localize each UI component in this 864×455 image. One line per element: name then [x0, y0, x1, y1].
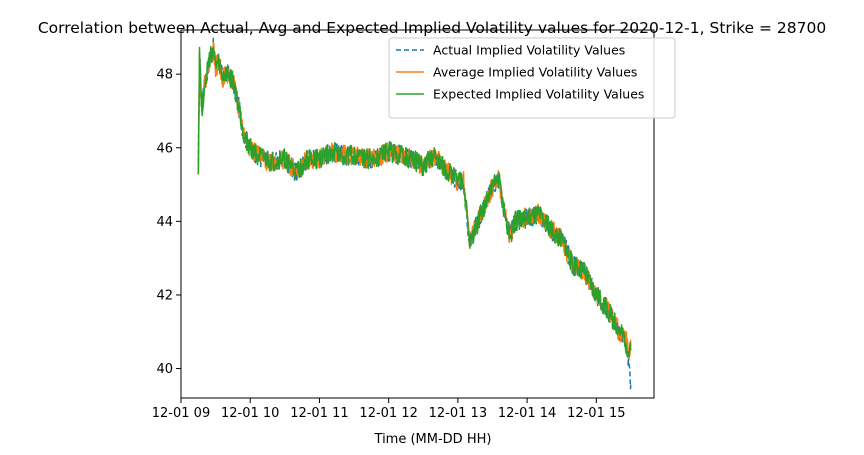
x-tick-label: 12-01 14 — [498, 406, 556, 421]
y-tick-label: 42 — [156, 288, 173, 303]
chart-title: Correlation between Actual, Avg and Expe… — [38, 19, 826, 37]
x-tick-label: 12-01 10 — [221, 406, 279, 421]
series-layer — [197, 37, 632, 390]
x-tick-label: 12-01 11 — [290, 406, 348, 421]
y-axis: 40 42 44 46 48 — [156, 68, 181, 377]
y-tick-label: 46 — [156, 141, 173, 156]
legend-box — [388, 37, 676, 119]
legend-label-1: Actual Implied Volatility Values — [433, 43, 625, 58]
y-tick-label: 48 — [156, 68, 173, 83]
legend-label-3: Expected Implied Volatility Values — [433, 87, 644, 102]
x-tick-label: 12-01 13 — [429, 406, 487, 421]
x-tick-label: 12-01 15 — [567, 406, 625, 421]
legend: Actual Implied Volatility Values Average … — [388, 37, 676, 119]
plot-frame — [180, 29, 655, 399]
legend-label-2: Average Implied Volatility Values — [433, 65, 637, 80]
series-line-3 — [197, 45, 632, 358]
x-tick-label: 12-01 09 — [152, 406, 210, 421]
x-axis: 12-01 09 12-01 10 12-01 11 12-01 12 12-01 13… — [152, 398, 626, 421]
y-tick-label: 40 — [156, 362, 173, 377]
x-tick-label: 12-01 12 — [359, 406, 417, 421]
x-axis-label: Time (MM-DD HH) — [374, 432, 492, 447]
y-tick-label: 44 — [156, 215, 173, 230]
